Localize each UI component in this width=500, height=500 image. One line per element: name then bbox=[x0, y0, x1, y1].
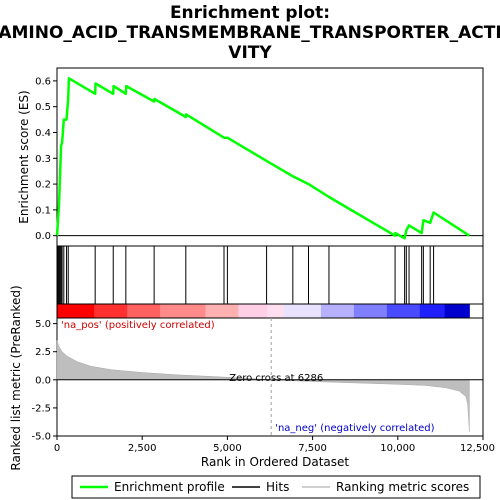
legend-box bbox=[71, 475, 481, 499]
gradient-segment-7 bbox=[283, 304, 322, 318]
hits-panel bbox=[56, 245, 484, 305]
metric-tick-label-4: -5.0 bbox=[31, 432, 51, 443]
es-tick-label-2: 0.2 bbox=[35, 180, 51, 191]
es-panel bbox=[56, 67, 484, 247]
y-axis-label-es: Enrichment score (ES) bbox=[17, 90, 31, 223]
x-tick-label-2: 5,000 bbox=[213, 443, 242, 454]
gradient-segment-0 bbox=[57, 304, 95, 318]
gradient-segment-9 bbox=[353, 304, 388, 318]
x-tick-label-5: 12,500 bbox=[460, 443, 495, 454]
gradient-segment-4 bbox=[205, 304, 239, 318]
es-tick-label-3: 0.3 bbox=[35, 154, 51, 165]
metric-tick-label-3: -2.5 bbox=[31, 403, 51, 414]
zero-cross-label: Zero cross at 6286 bbox=[229, 373, 323, 384]
y-axis-label-metric: Ranked list metric (PreRanked) bbox=[9, 285, 23, 470]
x-tick-label-0: 0 bbox=[54, 443, 60, 454]
es-tick-label-1: 0.1 bbox=[35, 205, 51, 216]
gradient-segment-3 bbox=[160, 304, 206, 318]
legend-label-enrichment: Enrichment profile bbox=[114, 480, 225, 494]
chart-title: Enrichment plot:AMINO_ACID_TRANSMEMBRANE… bbox=[0, 3, 500, 63]
correlation-gradient-bar bbox=[56, 303, 484, 319]
gradient-segment-12 bbox=[444, 304, 470, 318]
gradient-segment-8 bbox=[320, 304, 355, 318]
positive-correlation-label: 'na_pos' (positively correlated) bbox=[61, 320, 215, 331]
legend-label-ranking: Ranking metric scores bbox=[336, 480, 469, 494]
metric-tick-label-1: 2.5 bbox=[35, 347, 51, 358]
x-axis-label: Rank in Ordered Dataset bbox=[201, 455, 349, 469]
x-tick-label-1: 2,500 bbox=[128, 443, 157, 454]
chart-title-line-2: VITY bbox=[228, 43, 272, 63]
es-tick-label-5: 0.5 bbox=[35, 102, 51, 113]
gradient-segment-2 bbox=[127, 304, 161, 318]
gradient-segment-6 bbox=[267, 304, 285, 318]
gradient-segment-10 bbox=[386, 304, 421, 318]
es-tick-label-4: 0.4 bbox=[35, 128, 51, 139]
enrichment-profile-line bbox=[55, 77, 471, 240]
legend-label-hits: Hits bbox=[266, 480, 289, 494]
ranking-metric-area bbox=[56, 340, 470, 432]
gradient-segment-11 bbox=[419, 304, 446, 318]
gradient-segment-1 bbox=[94, 304, 128, 318]
es-tick-label-6: 0.6 bbox=[35, 76, 51, 87]
metric-tick-label-2: 0.0 bbox=[35, 375, 51, 386]
x-tick-label-4: 10,000 bbox=[380, 443, 415, 454]
metric-tick-label-0: 5.0 bbox=[35, 319, 51, 330]
x-tick-label-3: 7,500 bbox=[298, 443, 327, 454]
chart-title-line-1: AMINO_ACID_TRANSMEMBRANE_TRANSPORTER_ACT… bbox=[0, 23, 500, 43]
es-tick-label-0: 0.0 bbox=[35, 231, 51, 242]
chart-title-line-0: Enrichment plot: bbox=[170, 3, 330, 23]
negative-correlation-label: 'na_neg' (negatively correlated) bbox=[275, 423, 434, 434]
gradient-segment-5 bbox=[238, 304, 268, 318]
